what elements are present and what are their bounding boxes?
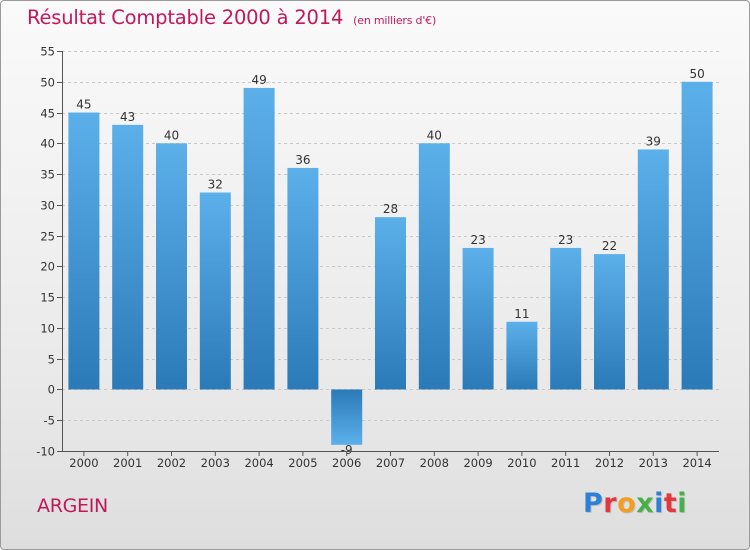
proxiti-logo: Proxiti bbox=[583, 488, 687, 519]
y-tick-label: 0 bbox=[48, 383, 55, 397]
logo-letter: o bbox=[617, 488, 637, 519]
x-tick-label-2003: 2003 bbox=[201, 456, 230, 470]
logo-letter: P bbox=[583, 488, 604, 519]
x-tick-label-2004: 2004 bbox=[244, 456, 273, 470]
bar-2004 bbox=[243, 87, 275, 390]
bar-2001 bbox=[112, 124, 144, 390]
logo-letter: i bbox=[677, 488, 688, 519]
data-label-2009: 23 bbox=[470, 233, 485, 247]
y-tick-label: 5 bbox=[48, 353, 55, 367]
data-label-2010: 11 bbox=[514, 307, 529, 321]
y-tick-label: 55 bbox=[40, 45, 55, 59]
x-tick-label-2014: 2014 bbox=[682, 456, 711, 470]
y-tick-label: 30 bbox=[40, 199, 55, 213]
x-tick-label-2010: 2010 bbox=[507, 456, 536, 470]
axes: -10 -5 0 5 10 15 20 25 30 35 40 45 50 55 2000 2001 2002 2… bbox=[36, 45, 719, 470]
data-label-2007: 28 bbox=[383, 202, 398, 216]
title-text: Résultat Comptable 2000 à 2014 bbox=[27, 6, 344, 29]
bar-2013 bbox=[637, 149, 669, 390]
bar-2003 bbox=[199, 192, 231, 390]
x-tick-label-2007: 2007 bbox=[376, 456, 405, 470]
x-tick-label-2002: 2002 bbox=[157, 456, 186, 470]
commune-name: ARGEIN bbox=[37, 495, 108, 517]
bar-2010 bbox=[506, 321, 538, 390]
data-label-2002: 40 bbox=[164, 128, 179, 142]
bar-2012 bbox=[594, 254, 625, 390]
x-tick-label-2006: 2006 bbox=[332, 456, 361, 470]
x-tick-label-2012: 2012 bbox=[595, 456, 624, 470]
data-label-2005: 36 bbox=[295, 153, 310, 167]
y-tick-label: 25 bbox=[40, 230, 55, 244]
data-label-2012: 22 bbox=[602, 239, 617, 253]
x-tick-label-2008: 2008 bbox=[420, 456, 449, 470]
x-tick-label-2005: 2005 bbox=[288, 456, 317, 470]
y-tick-label: 10 bbox=[40, 322, 55, 336]
bar-2011 bbox=[550, 247, 582, 390]
bar-2006 bbox=[331, 389, 363, 445]
y-tick-label: 20 bbox=[40, 260, 55, 274]
chart-title: Résultat Comptable 2000 à 2014 (en millie… bbox=[27, 6, 436, 29]
y-tick-label: 35 bbox=[40, 168, 55, 182]
logo-letter: i bbox=[654, 488, 664, 519]
data-label-2003: 32 bbox=[208, 178, 223, 192]
y-tick-label: 15 bbox=[40, 291, 55, 305]
x-tick-label-2001: 2001 bbox=[113, 456, 142, 470]
x-tick-label-2009: 2009 bbox=[463, 456, 492, 470]
data-label-2000: 45 bbox=[76, 98, 91, 112]
y-tick-label: -10 bbox=[36, 445, 55, 459]
bar-2002 bbox=[156, 143, 187, 390]
data-labels: 45 43 40 32 49 36 -9 28 40 23 11 23 22 39 50 bbox=[76, 67, 704, 457]
logo-letter: t bbox=[663, 488, 678, 519]
x-tick-label-2013: 2013 bbox=[639, 456, 668, 470]
bar-2005 bbox=[287, 167, 319, 390]
x-tick-label-2000: 2000 bbox=[69, 456, 98, 470]
y-tick-label: 50 bbox=[40, 76, 55, 90]
bar-2008 bbox=[418, 143, 450, 390]
data-label-2014: 50 bbox=[689, 67, 704, 81]
bar-2000 bbox=[68, 112, 100, 390]
logo-letter: x bbox=[636, 488, 655, 519]
bar-2009 bbox=[462, 247, 494, 390]
data-label-2006: -9 bbox=[341, 443, 353, 457]
data-label-2013: 39 bbox=[646, 134, 661, 148]
y-tick-label: -5 bbox=[44, 414, 55, 428]
data-label-2001: 43 bbox=[120, 110, 135, 124]
y-tick-label: 45 bbox=[40, 107, 55, 121]
chart-subtitle: (en milliers d'€) bbox=[353, 14, 437, 27]
logo-letter: r bbox=[603, 488, 618, 519]
y-tick-label: 40 bbox=[40, 137, 55, 151]
x-tick-label-2011: 2011 bbox=[551, 456, 580, 470]
data-label-2011: 23 bbox=[558, 233, 573, 247]
bar-2007 bbox=[375, 217, 406, 390]
bar-2014 bbox=[681, 81, 713, 390]
bars bbox=[68, 81, 713, 445]
data-label-2004: 49 bbox=[251, 73, 266, 87]
data-label-2008: 40 bbox=[427, 128, 442, 142]
